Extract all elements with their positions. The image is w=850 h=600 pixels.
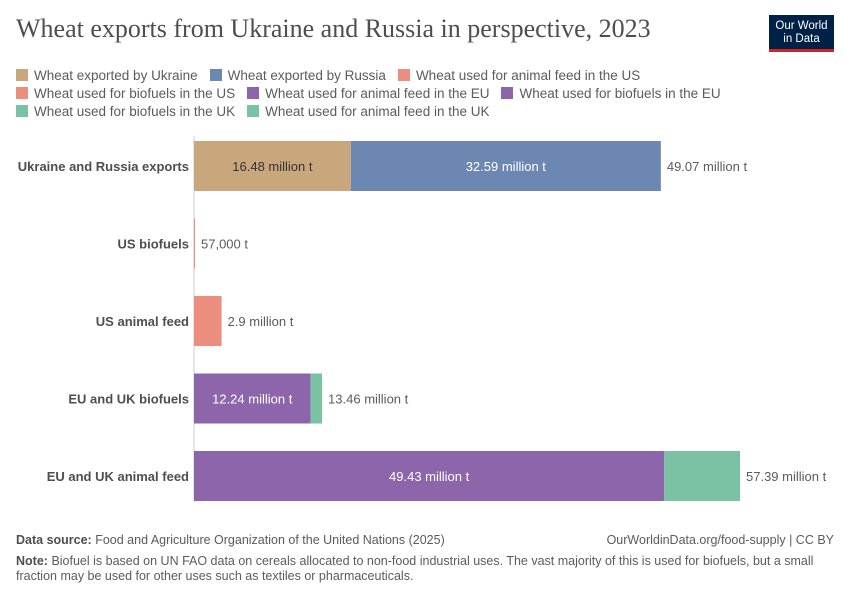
segment-label: 16.48 million t [232, 159, 313, 174]
bar-segment[interactable] [194, 373, 311, 424]
legend-item[interactable]: Wheat used for biofuels in the EU [501, 84, 721, 102]
legend-label: Wheat used for biofuels in the UK [34, 103, 236, 119]
legend: Wheat exported by Ukraine Wheat exported … [16, 66, 816, 120]
total-label: 57.39 million t [746, 469, 827, 484]
legend-item[interactable]: Wheat used for biofuels in the UK [16, 102, 235, 120]
bar-segment[interactable] [194, 141, 351, 191]
bar-segment[interactable] [194, 218, 195, 269]
total-label: 2.9 million t [228, 314, 294, 329]
owid-logo[interactable]: Our World in Data [769, 15, 834, 52]
legend-swatch [397, 69, 410, 81]
legend-label: Wheat used for animal feed in the US [415, 67, 641, 83]
legend-item[interactable]: Wheat used for biofuels in the US [16, 84, 235, 102]
category-label: EU and UK animal feed [47, 469, 189, 484]
legend-item[interactable]: Wheat used for animal feed in the UK [247, 102, 489, 120]
legend-label: Wheat used for animal feed in the EU [265, 85, 490, 101]
legend-swatch [247, 87, 260, 99]
legend-label: Wheat used for biofuels in the US [34, 85, 236, 101]
legend-swatch [16, 105, 28, 117]
bar-segment[interactable] [310, 373, 323, 424]
legend-swatch [209, 69, 222, 81]
legend-item[interactable]: Wheat used for animal feed in the US [397, 66, 641, 84]
legend-swatch [16, 87, 28, 99]
legend-label: Wheat exported by Ukraine [34, 67, 198, 83]
category-label: US biofuels [117, 237, 189, 252]
note: Note: Biofuel is based on UN FAO data on… [16, 554, 814, 583]
total-label: 57,000 t [201, 237, 248, 252]
segment-label: 32.59 million t [466, 159, 547, 174]
data-source: Data source: Food and Agriculture Organi… [16, 533, 445, 547]
segment-label: 12.24 million t [212, 392, 293, 407]
total-label: 49.07 million t [667, 159, 748, 174]
bar-segment[interactable] [194, 451, 665, 501]
segment-label: 49.43 million t [389, 469, 470, 484]
legend-label: Wheat used for biofuels in the EU [519, 85, 721, 101]
legend-item[interactable]: Wheat used for animal feed in the EU [247, 84, 489, 102]
legend-swatch [247, 105, 260, 117]
legend-label: Wheat used for animal feed in the UK [265, 103, 490, 119]
legend-swatch [16, 69, 28, 81]
legend-item[interactable]: Wheat exported by Russia [209, 66, 386, 84]
chart-title: Wheat exports from Ukraine and Russia in… [16, 14, 651, 43]
bar-segment[interactable] [350, 141, 661, 191]
category-label: Ukraine and Russia exports [18, 159, 189, 174]
category-label: US animal feed [96, 314, 189, 329]
legend-label: Wheat exported by Russia [227, 67, 386, 83]
legend-item[interactable]: Wheat exported by Ukraine [16, 66, 198, 84]
category-label: EU and UK biofuels [68, 392, 189, 407]
legend-swatch [501, 87, 514, 99]
bar-segment[interactable] [194, 296, 222, 346]
source-url[interactable]: OurWorldinData.org/food-supply | CC BY [606, 533, 834, 547]
total-label: 13.46 million t [328, 392, 409, 407]
bar-segment[interactable] [664, 451, 740, 501]
